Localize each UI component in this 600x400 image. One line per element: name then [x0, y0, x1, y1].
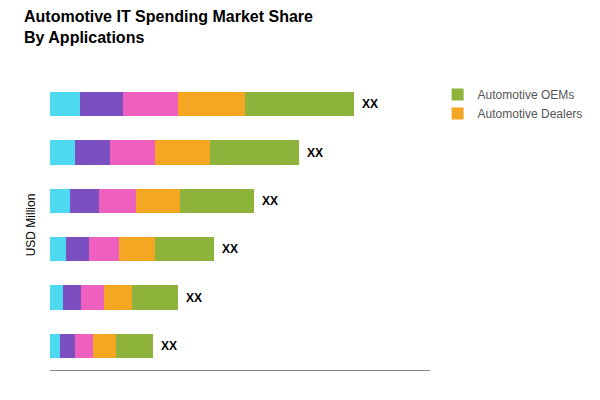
svg-text:XX: XX: [186, 291, 202, 305]
svg-text:XX: XX: [222, 242, 238, 256]
svg-text:Automotive OEMs: Automotive OEMs: [478, 88, 575, 102]
svg-text:XX: XX: [161, 339, 177, 353]
svg-text:Automotive IT Spending Market: Automotive IT Spending Market ShareBy Ap…: [24, 8, 313, 46]
svg-text:USD Million: USD Million: [24, 194, 38, 257]
svg-text:XX: XX: [307, 146, 323, 160]
svg-text:Automotive Dealers: Automotive Dealers: [478, 107, 583, 121]
svg-text:XX: XX: [362, 97, 378, 111]
svg-text:XX: XX: [262, 194, 278, 208]
